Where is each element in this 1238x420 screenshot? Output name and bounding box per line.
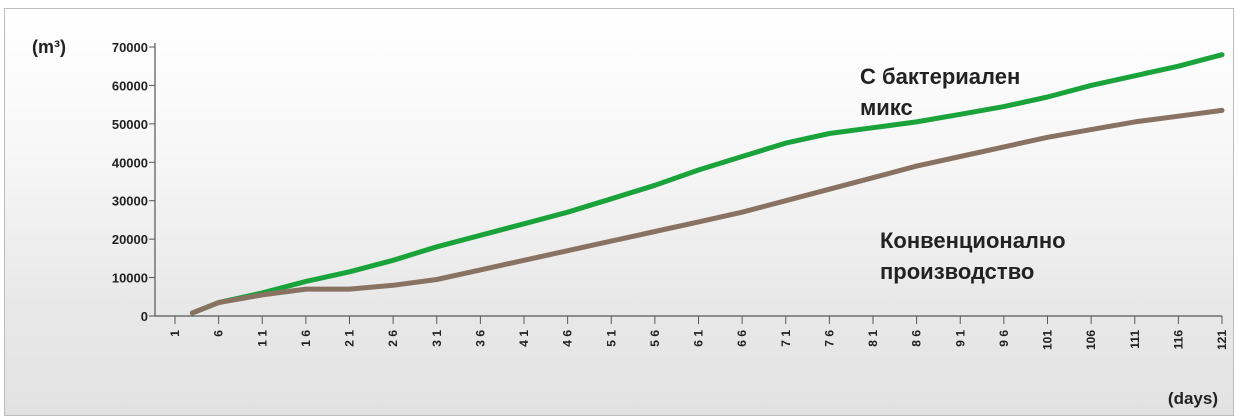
x-tick-label: 5 6 bbox=[648, 330, 662, 347]
y-axis-label: (m³) bbox=[32, 37, 66, 57]
x-tick-label: 6 6 bbox=[735, 330, 749, 347]
series-label-conventional: Конвенционално bbox=[880, 228, 1066, 253]
series-line-bacterial-mix bbox=[189, 52, 1225, 316]
x-tick-label: 3 6 bbox=[473, 330, 487, 347]
x-axis-label: (days) bbox=[1168, 389, 1218, 408]
y-tick-label: 30000 bbox=[112, 194, 148, 209]
x-tick-label: 1 6 bbox=[299, 330, 313, 347]
x-tick-label: 4 6 bbox=[561, 330, 575, 347]
y-tick-label: 70000 bbox=[112, 40, 148, 55]
x-tick-label: 3 1 bbox=[430, 330, 444, 347]
x-tick-label: 101 bbox=[1041, 330, 1055, 350]
x-tick-label: 5 1 bbox=[604, 330, 618, 347]
y-tick-label: 10000 bbox=[112, 271, 148, 286]
x-tick-label: 8 6 bbox=[910, 330, 924, 347]
x-tick-label: 1 bbox=[168, 330, 182, 337]
x-tick-label: 7 1 bbox=[779, 330, 793, 347]
y-tick-label: 20000 bbox=[112, 232, 148, 247]
series-line-conventional bbox=[189, 107, 1225, 316]
x-tick-label: 9 6 bbox=[997, 330, 1011, 347]
x-tick-label: 111 bbox=[1128, 330, 1142, 349]
x-tick-label: 7 6 bbox=[822, 330, 836, 347]
series-label-bacterial-mix: микс bbox=[860, 95, 913, 120]
x-tick-label: 4 1 bbox=[517, 330, 531, 347]
series-label-bacterial-mix: С бактериален bbox=[860, 64, 1020, 89]
x-tick-label: 106 bbox=[1084, 330, 1098, 350]
y-tick-label: 0 bbox=[141, 309, 148, 324]
x-tick-label: 1 1 bbox=[255, 330, 269, 347]
x-tick-label: 9 1 bbox=[953, 330, 967, 347]
x-tick-label: 2 6 bbox=[386, 330, 400, 347]
y-tick-label: 50000 bbox=[112, 117, 148, 132]
x-tick-label: 2 1 bbox=[343, 330, 357, 347]
x-tick-label: 8 1 bbox=[866, 330, 880, 347]
x-tick-label: 116 bbox=[1171, 330, 1185, 350]
x-tick-label: 6 1 bbox=[692, 330, 706, 347]
x-tick-label: 6 bbox=[212, 330, 226, 337]
chart-frame bbox=[4, 8, 1234, 416]
y-tick-label: 60000 bbox=[112, 78, 148, 93]
y-tick-label: 40000 bbox=[112, 155, 148, 170]
x-tick-label: 121 bbox=[1215, 330, 1229, 350]
series-label-conventional: производство bbox=[880, 259, 1034, 284]
